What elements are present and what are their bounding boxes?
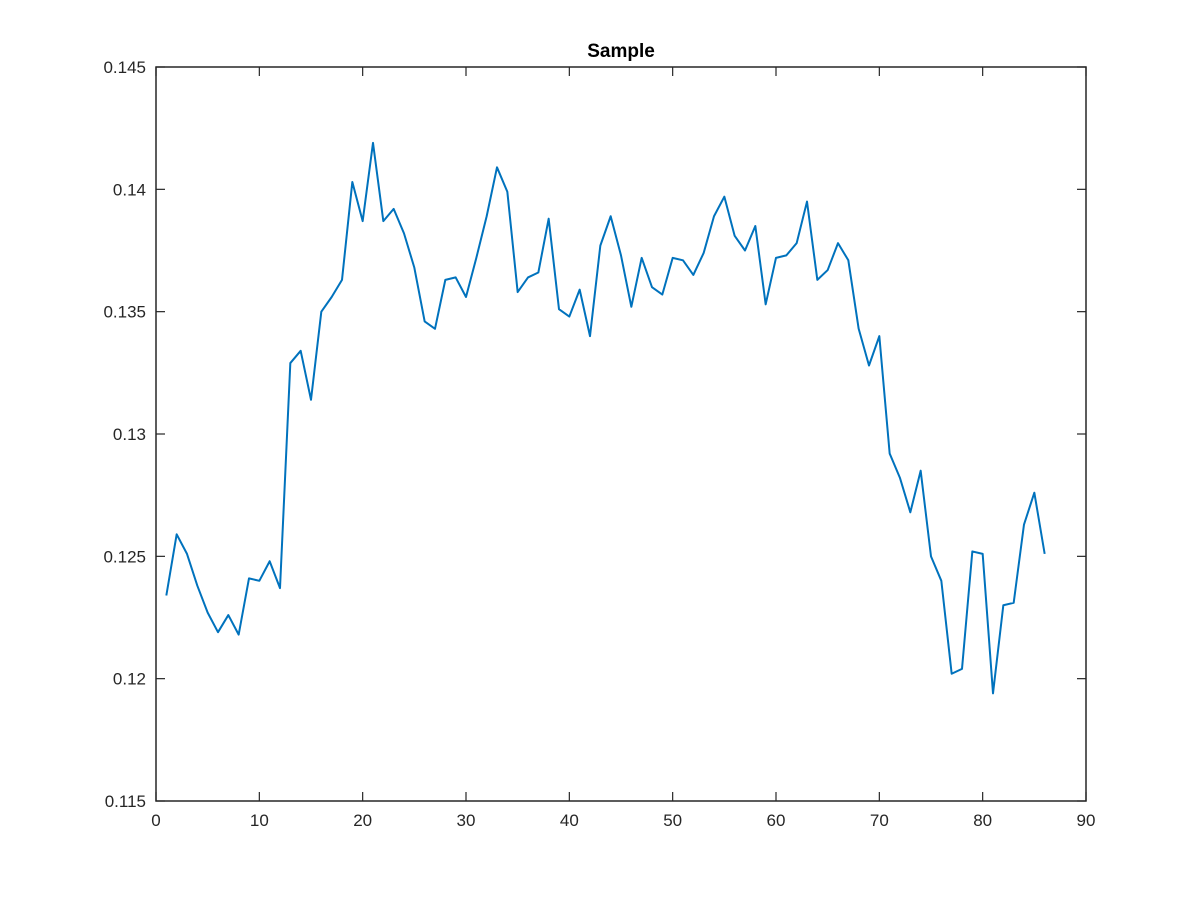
y-tick-label: 0.14 (113, 180, 146, 199)
y-tick-label: 0.13 (113, 425, 146, 444)
x-tick-label: 80 (973, 811, 992, 830)
x-tick-label: 50 (663, 811, 682, 830)
y-tick-label: 0.12 (113, 670, 146, 689)
chart-title: Sample (587, 41, 655, 62)
y-axis: 0.115 0.12 0.125 0.13 0.135 0.14 0.145 (103, 58, 1086, 811)
axes-box (155, 66, 1087, 802)
x-tick-label: 20 (353, 811, 372, 830)
y-tick-label: 0.125 (103, 547, 146, 566)
x-tick-label: 40 (560, 811, 579, 830)
y-tick-label: 0.115 (105, 792, 146, 811)
series-line-0 (165, 141, 1046, 695)
x-tick-label: 60 (767, 811, 786, 830)
x-tick-label: 90 (1077, 811, 1096, 830)
x-axis: 0 10 20 30 40 50 60 70 80 90 (151, 67, 1095, 830)
y-tick-label: 0.135 (103, 303, 146, 322)
x-tick-label: 10 (250, 811, 269, 830)
y-tick-label: 0.145 (103, 58, 146, 77)
plot-area (165, 141, 1046, 695)
x-tick-label: 70 (870, 811, 889, 830)
x-tick-label: 30 (457, 811, 476, 830)
x-tick-label: 0 (151, 811, 160, 830)
